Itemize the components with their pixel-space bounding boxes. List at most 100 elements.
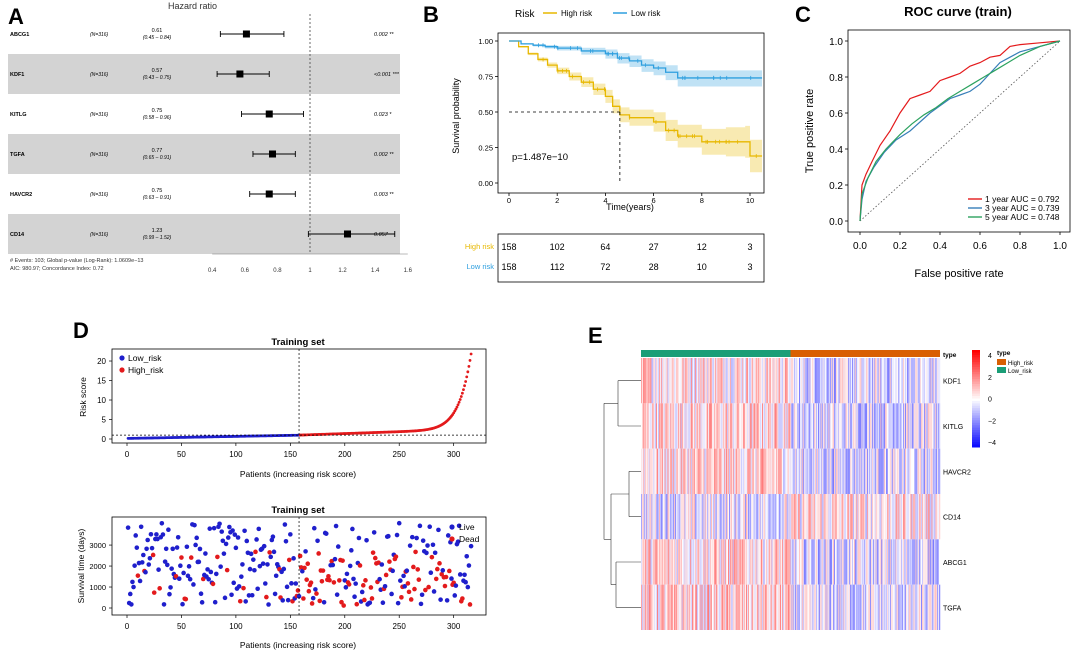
heatmap-cell (674, 494, 676, 540)
heatmap-cell (924, 584, 927, 630)
heatmap-scale-step (972, 417, 980, 421)
survival-point-dead (354, 601, 360, 607)
survival-point-dead (337, 578, 342, 583)
forest-point (269, 150, 277, 158)
survival-point-live (203, 551, 208, 556)
survival-point-dead (179, 555, 184, 560)
heatmap-cell (745, 358, 747, 404)
heatmap-cell (938, 494, 940, 540)
heatmap-cell (708, 403, 710, 449)
heatmap-cell (904, 539, 906, 585)
heatmap-cell (764, 539, 767, 585)
risk-table-cell: 158 (501, 262, 516, 272)
heatmap-cell (811, 539, 813, 585)
heatmap-cell (932, 539, 934, 585)
heatmap-cell (804, 539, 806, 585)
km-y-tick-label: 1.00 (478, 37, 493, 46)
heatmap-cell (764, 494, 766, 540)
heatmap-cell (856, 539, 858, 585)
heatmap-cell (932, 584, 934, 630)
risk-y-tick-label: 15 (97, 377, 106, 386)
survival-point-live (343, 585, 349, 590)
heatmap-cell (692, 584, 694, 630)
heatmap-cell (740, 584, 742, 630)
survival-point-live (462, 572, 467, 578)
heatmap-cell (759, 358, 761, 404)
forest-p-value: 0.057 (374, 232, 389, 238)
heatmap-cell (676, 539, 678, 585)
heatmap-cell (765, 448, 768, 494)
heatmap-cell (799, 494, 802, 540)
risk-score-point (454, 407, 458, 411)
heatmap-cell (697, 539, 699, 585)
heatmap-cell (652, 494, 654, 540)
heatmap-cell (932, 448, 934, 494)
heatmap-cell (772, 584, 774, 630)
roc-curve-2 (859, 40, 1061, 222)
heatmap-cell (785, 539, 787, 585)
heatmap-cell (887, 539, 889, 585)
survival-point-live (218, 564, 223, 569)
heatmap-cell (807, 448, 809, 494)
legend-dead-dot (449, 536, 455, 542)
heatmap-cell (746, 358, 748, 404)
heatmap-cell (887, 358, 890, 404)
heatmap-cell (738, 584, 740, 630)
heatmap-cell (818, 584, 821, 630)
heatmap-cell (873, 494, 875, 540)
heatmap-cell (714, 494, 716, 540)
heatmap-cell (837, 448, 840, 494)
heatmap-cell (746, 539, 749, 585)
heatmap-cell (770, 358, 772, 404)
heatmap-cell (739, 494, 741, 540)
heatmap-cell (858, 539, 860, 585)
heatmap-cell (763, 358, 765, 404)
heatmap-cell (645, 584, 647, 630)
heatmap-cell (805, 448, 807, 494)
heatmap-cell (805, 584, 807, 630)
heatmap-cell (711, 539, 714, 585)
heatmap-cell (789, 358, 791, 404)
heatmap-cell (909, 358, 911, 404)
heatmap-cell (814, 494, 816, 540)
heatmap-cell (730, 584, 733, 630)
heatmap-cell (890, 448, 892, 494)
survival-point-live (300, 568, 305, 574)
km-y-tick-label: 0.50 (478, 108, 493, 117)
heatmap-cell (747, 539, 750, 585)
heatmap-cell (641, 403, 644, 449)
heatmap-cell (711, 539, 713, 585)
heatmap-cell (934, 584, 936, 630)
roc-y-tick-label: 0.6 (829, 109, 843, 120)
survival-point-live (335, 544, 341, 549)
forest-point (265, 190, 273, 198)
heatmap-cell (642, 448, 645, 494)
heatmap-cell (762, 403, 764, 449)
heatmap-cell (862, 358, 864, 404)
heatmap-cell (666, 403, 668, 449)
forest-gene-label: HAVCR2 (10, 192, 32, 198)
heatmap-cell (757, 448, 759, 494)
heatmap-cell (861, 539, 863, 585)
heatmap-cell (872, 494, 875, 540)
heatmap-cell (713, 448, 716, 494)
heatmap-cell (817, 358, 820, 404)
heatmap-cell (844, 448, 846, 494)
heatmap-cell (649, 494, 651, 540)
heatmap-cell (862, 403, 864, 449)
heatmap-cell (793, 539, 795, 585)
heatmap-cell (700, 358, 702, 404)
survival-y-tick-label: 0 (102, 604, 106, 613)
heatmap-cell (936, 448, 938, 494)
heatmap-cell (935, 403, 937, 449)
survival-point-live (359, 589, 365, 595)
heatmap-cell (862, 539, 864, 585)
heatmap-cell (869, 448, 872, 494)
heatmap-cell (842, 494, 844, 540)
heatmap-cell (648, 448, 650, 494)
heatmap-cell (936, 584, 938, 630)
heatmap-cell (829, 403, 831, 449)
forest-gene-label: TGFA (10, 152, 25, 158)
heatmap-cell (733, 403, 735, 449)
heatmap-cell (794, 539, 796, 585)
